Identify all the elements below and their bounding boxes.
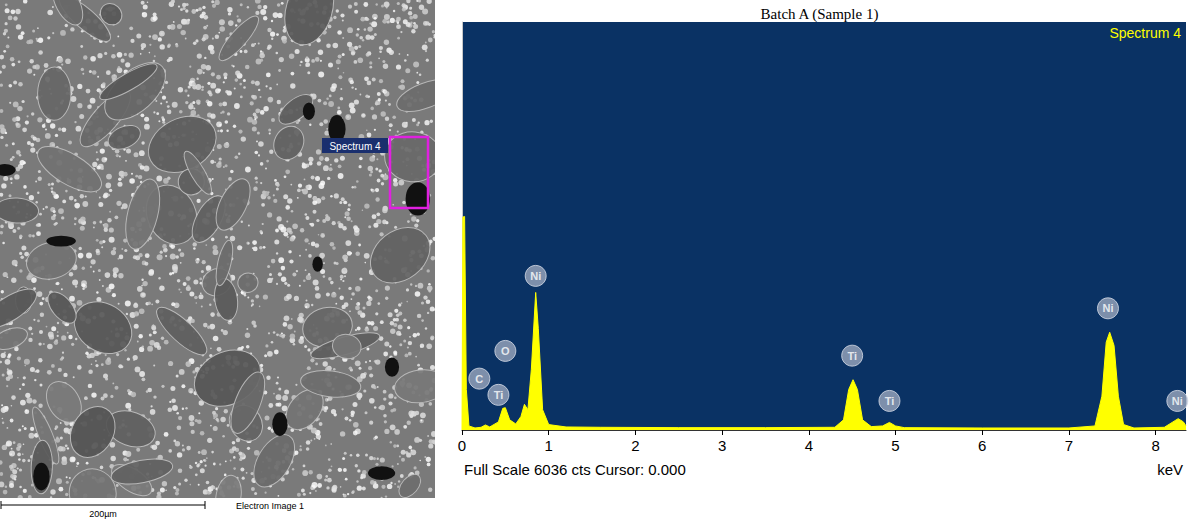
svg-text:O: O [501,345,510,357]
svg-text:Ti: Ti [494,389,504,401]
svg-text:0: 0 [458,437,466,454]
svg-text:Electron Image 1: Electron Image 1 [236,501,304,511]
svg-text:3: 3 [718,437,726,454]
svg-text:6: 6 [978,437,986,454]
svg-text:Full Scale 6036 cts Cursor: 0.: Full Scale 6036 cts Cursor: 0.000 [464,461,686,478]
svg-text:1: 1 [545,437,553,454]
svg-text:8: 8 [1151,437,1159,454]
svg-text:C: C [475,373,483,385]
svg-text:Spectrum 4: Spectrum 4 [329,141,381,152]
svg-text:2: 2 [631,437,639,454]
svg-text:Ni: Ni [530,270,541,282]
svg-text:200µm: 200µm [89,509,117,519]
svg-text:Ti: Ti [885,395,895,407]
svg-text:Spectrum 4: Spectrum 4 [1109,25,1181,41]
svg-text:4: 4 [805,437,813,454]
svg-text:7: 7 [1065,437,1073,454]
svg-text:Ni: Ni [1102,302,1113,314]
svg-text:Ti: Ti [847,350,857,362]
svg-text:Ni: Ni [1172,395,1183,407]
svg-text:keV: keV [1157,461,1183,478]
svg-text:Batch A (Sample 1): Batch A (Sample 1) [761,6,879,23]
svg-text:5: 5 [891,437,899,454]
